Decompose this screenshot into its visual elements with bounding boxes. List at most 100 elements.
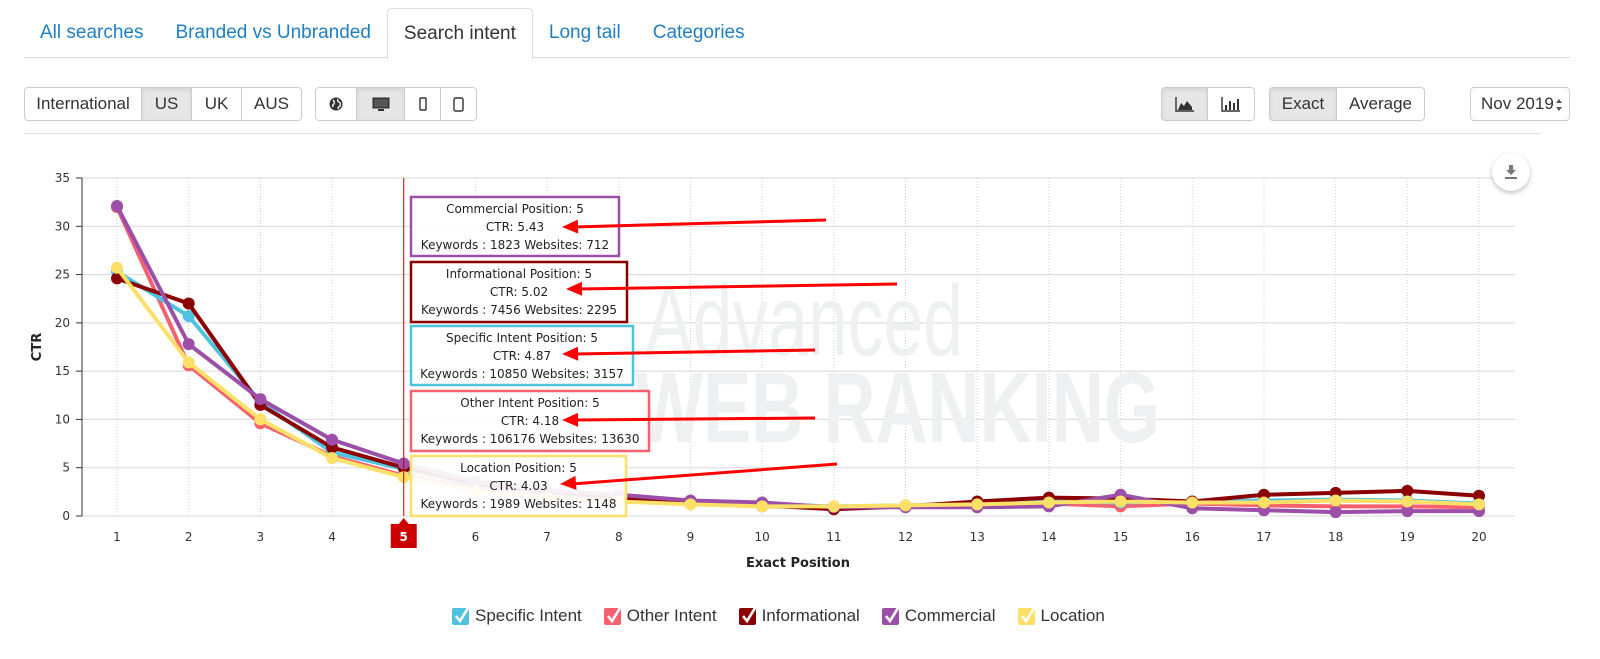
watermark-logo: Advanced WEB RANKING bbox=[635, 265, 1160, 464]
svg-text:Location Position: 5: Location Position: 5 bbox=[460, 461, 577, 475]
tab-categories[interactable]: Categories bbox=[652, 22, 745, 43]
svg-text:19: 19 bbox=[1400, 530, 1415, 544]
checkbox-checked-icon bbox=[881, 606, 899, 625]
legend-item-commercial[interactable]: Commercial bbox=[881, 606, 996, 626]
svg-text:20: 20 bbox=[55, 316, 70, 330]
chart-type-button-group bbox=[1161, 87, 1255, 121]
region-aus-button[interactable]: AUS bbox=[242, 87, 302, 121]
region-uk-button[interactable]: UK bbox=[192, 87, 242, 121]
tab-long-tail[interactable]: Long tail bbox=[548, 22, 621, 43]
position-crosshair: 5 bbox=[390, 178, 417, 548]
toolbar: International US UK AUS Exact Average No… bbox=[24, 87, 1570, 121]
svg-text:Other Intent Position: 5: Other Intent Position: 5 bbox=[460, 396, 599, 410]
download-icon bbox=[1505, 165, 1517, 179]
svg-text:CTR: CTR bbox=[30, 333, 45, 361]
legend-item-other-intent[interactable]: Other Intent bbox=[603, 606, 717, 626]
svg-text:3: 3 bbox=[257, 530, 265, 544]
download-chart-button[interactable] bbox=[1492, 153, 1530, 191]
svg-text:CTR: 5.02: CTR: 5.02 bbox=[490, 285, 548, 299]
tab-search-intent[interactable]: Search intent bbox=[386, 8, 533, 59]
svg-text:Keywords : 106176 Websites: 13: Keywords : 106176 Websites: 13630 bbox=[421, 432, 640, 446]
svg-text:7: 7 bbox=[543, 530, 551, 544]
svg-text:CTR: 4.87: CTR: 4.87 bbox=[493, 349, 551, 363]
legend-label: Specific Intent bbox=[475, 606, 582, 625]
svg-text:15: 15 bbox=[1113, 530, 1128, 544]
tooltip-location: Location Position: 5 CTR: 4.03 Keywords : … bbox=[409, 454, 628, 518]
region-us-button[interactable]: US bbox=[142, 87, 192, 121]
svg-text:9: 9 bbox=[687, 530, 695, 544]
globe-icon bbox=[329, 97, 343, 111]
checkbox-checked-icon bbox=[738, 606, 756, 625]
legend-label: Informational bbox=[761, 606, 860, 625]
svg-text:4: 4 bbox=[328, 530, 336, 544]
svg-text:Keywords : 1989 Websites: 1148: Keywords : 1989 Websites: 1148 bbox=[420, 497, 616, 511]
svg-text:Exact Position: Exact Position bbox=[746, 556, 850, 571]
legend-item-location[interactable]: Location bbox=[1017, 606, 1105, 626]
svg-text:16: 16 bbox=[1185, 530, 1200, 544]
select-arrows-icon bbox=[1556, 99, 1562, 111]
svg-text:11: 11 bbox=[826, 530, 841, 544]
svg-text:Keywords : 10850 Websites: 315: Keywords : 10850 Websites: 3157 bbox=[420, 367, 624, 381]
tab-branded-vs-unbranded[interactable]: Branded vs Unbranded bbox=[175, 22, 371, 43]
svg-text:Specific Intent Position: 5: Specific Intent Position: 5 bbox=[446, 331, 598, 345]
area-chart-button[interactable] bbox=[1161, 87, 1208, 121]
svg-text:Keywords : 7456 Websites: 2295: Keywords : 7456 Websites: 2295 bbox=[421, 303, 617, 317]
svg-text:15: 15 bbox=[55, 364, 70, 378]
svg-text:0: 0 bbox=[62, 509, 70, 523]
device-button-group bbox=[315, 87, 477, 121]
annotation-arrows bbox=[560, 218, 898, 490]
chart-legend: Specific Intent Other Intent Information… bbox=[452, 606, 1105, 626]
month-select-value: Nov 2019 bbox=[1481, 94, 1554, 113]
area-chart-icon bbox=[1174, 96, 1194, 112]
checkbox-checked-icon bbox=[452, 606, 469, 625]
checkbox-checked-icon bbox=[1017, 606, 1035, 625]
bar-chart-button[interactable] bbox=[1208, 87, 1255, 121]
chart-tooltips: Commercial Position: 5 CTR: 5.43 Keywords … bbox=[409, 195, 651, 518]
legend-label: Commercial bbox=[904, 606, 996, 625]
svg-text:Keywords : 1823 Websites: 712: Keywords : 1823 Websites: 712 bbox=[421, 238, 609, 252]
svg-text:5: 5 bbox=[400, 530, 408, 544]
desktop-icon bbox=[372, 97, 389, 111]
mobile-icon bbox=[418, 97, 427, 111]
svg-text:35: 35 bbox=[55, 171, 70, 185]
svg-text:CTR: 4.18: CTR: 4.18 bbox=[501, 414, 559, 428]
toolbar-divider bbox=[24, 133, 1540, 134]
device-tablet-button[interactable] bbox=[441, 87, 477, 121]
bar-chart-icon bbox=[1221, 96, 1240, 112]
region-button-group: International US UK AUS bbox=[24, 87, 302, 121]
svg-text:Informational Position: 5: Informational Position: 5 bbox=[446, 267, 592, 281]
tab-all-searches[interactable]: All searches bbox=[40, 22, 144, 43]
tooltip-informational: Informational Position: 5 CTR: 5.02 Keywor… bbox=[409, 260, 629, 324]
tablet-icon bbox=[453, 96, 464, 112]
svg-text:WEB RANKING: WEB RANKING bbox=[635, 352, 1160, 464]
svg-text:CTR: 4.03: CTR: 4.03 bbox=[489, 479, 547, 493]
svg-text:2: 2 bbox=[185, 530, 193, 544]
svg-text:8: 8 bbox=[615, 530, 623, 544]
svg-text:20: 20 bbox=[1471, 530, 1486, 544]
svg-text:Advanced: Advanced bbox=[645, 265, 963, 377]
svg-text:30: 30 bbox=[55, 219, 70, 233]
mode-average-button[interactable]: Average bbox=[1337, 87, 1425, 121]
svg-text:Commercial Position: 5: Commercial Position: 5 bbox=[446, 202, 584, 216]
region-international-button[interactable]: International bbox=[24, 87, 142, 121]
svg-text:5: 5 bbox=[62, 461, 70, 475]
legend-item-specific-intent[interactable]: Specific Intent bbox=[452, 606, 582, 626]
svg-text:1: 1 bbox=[113, 530, 121, 544]
mode-exact-button[interactable]: Exact bbox=[1269, 87, 1337, 121]
legend-label: Other Intent bbox=[626, 606, 717, 625]
device-mobile-button[interactable] bbox=[405, 87, 441, 121]
svg-text:10: 10 bbox=[55, 412, 70, 426]
legend-label: Location bbox=[1040, 606, 1105, 625]
svg-text:14: 14 bbox=[1041, 530, 1056, 544]
device-all-button[interactable] bbox=[315, 87, 357, 121]
month-select[interactable]: Nov 2019 bbox=[1470, 87, 1570, 121]
svg-text:18: 18 bbox=[1328, 530, 1343, 544]
checkbox-checked-icon bbox=[603, 606, 621, 625]
svg-text:17: 17 bbox=[1256, 530, 1271, 544]
report-tabs: All searches Branded vs Unbranded Search… bbox=[24, 8, 1570, 59]
legend-item-informational[interactable]: Informational bbox=[738, 606, 860, 626]
device-desktop-button[interactable] bbox=[357, 87, 405, 121]
svg-text:CTR: 5.43: CTR: 5.43 bbox=[486, 220, 544, 234]
